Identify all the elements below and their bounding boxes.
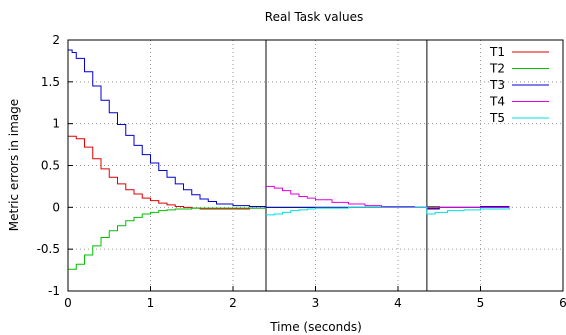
series-line-t3: [68, 49, 510, 210]
grid-lines: [67, 39, 564, 292]
series-line-t2: [68, 206, 510, 270]
x-tick-label: 3: [312, 296, 320, 310]
series-group: [68, 49, 510, 270]
y-axis-label: Metric errors in image: [7, 99, 21, 231]
y-tick-label: 2: [52, 33, 60, 47]
x-tick-label: 1: [147, 296, 155, 310]
chart-title: Real Task values: [265, 10, 363, 24]
y-axis-ticks: -1 -0.5 0 0.5 1 1.5 2: [37, 33, 73, 298]
series-line-t1: [68, 135, 510, 210]
y-tick-label: -0.5: [37, 242, 60, 256]
series-line-t4: [266, 185, 510, 208]
y-tick-label: 1: [52, 117, 60, 131]
legend-label: T5: [489, 111, 505, 125]
x-tick-label: 4: [394, 296, 402, 310]
x-tick-label: 0: [64, 296, 72, 310]
legend-label: T1: [489, 45, 505, 59]
legend: T1 T2 T3 T4 T5: [489, 45, 549, 125]
legend-label: T4: [489, 95, 505, 109]
event-lines: [265, 40, 428, 291]
y-tick-label: 0.5: [41, 159, 60, 173]
legend-label: T2: [489, 62, 505, 76]
series-line-t5: [266, 206, 510, 216]
legend-label: T3: [489, 78, 505, 92]
x-tick-label: 2: [229, 296, 237, 310]
y-tick-label: 0: [52, 200, 60, 214]
y-tick-label: -1: [48, 284, 60, 298]
x-tick-label: 5: [477, 296, 485, 310]
x-axis-ticks: 0 1 2 3 4 5 6: [64, 286, 566, 310]
y-tick-label: 1.5: [41, 75, 60, 89]
x-tick-label: 6: [559, 296, 566, 310]
x-axis-label: Time (seconds): [269, 320, 362, 334]
